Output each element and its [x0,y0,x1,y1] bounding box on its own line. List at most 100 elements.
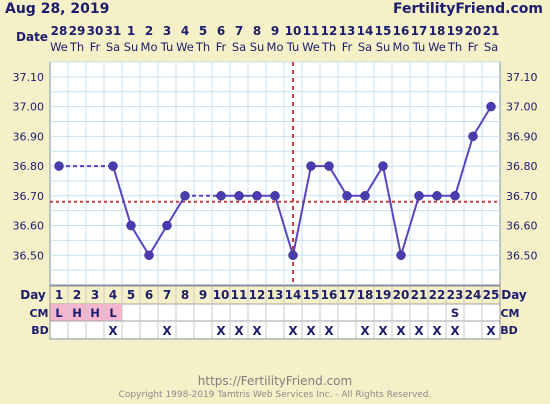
date-label: 18 [429,24,446,38]
temp-point [252,191,262,201]
weekday-label: Th [447,40,462,54]
bd-mark: X [324,324,334,338]
date-label: 13 [339,24,356,38]
temp-line [130,225,150,256]
cycle-day-label: 24 [465,288,482,302]
footer-copyright: Copyright 1998-2019 Tamtris Web Services… [118,390,432,400]
weekday-label: Mo [267,40,284,54]
date-label: 28 [51,24,68,38]
row-label-day-right: Day [501,288,527,302]
cycle-day-label: 11 [231,288,248,302]
chart-date: Aug 28, 2019 [5,1,110,17]
y-tick-right: 36.50 [506,249,538,262]
y-tick-left: 36.60 [13,220,45,233]
weekday-label: We [302,40,320,54]
temp-line [274,195,294,256]
cm-mark: H [72,306,82,320]
cycle-day-label: 21 [411,288,428,302]
date-label: 17 [411,24,428,38]
weekday-label: We [428,40,446,54]
weekday-label: Sa [106,40,120,54]
y-tick-left: 36.80 [13,160,45,173]
temp-point [432,191,442,201]
weekday-label: Th [321,40,336,54]
weekday-label: Sa [358,40,372,54]
bd-mark: X [234,324,244,338]
bd-mark: X [450,324,460,338]
cycle-day-label: 15 [303,288,320,302]
date-label: 1 [127,24,135,38]
temp-line [148,225,168,256]
row-label-day: Day [20,288,46,302]
bd-mark: X [396,324,406,338]
bd-mark: X [288,324,298,338]
temp-point [288,250,298,261]
cycle-day-label: 4 [109,288,117,302]
y-tick-right: 37.00 [506,101,538,114]
y-tick-right: 36.70 [506,190,538,203]
table-border [49,285,501,340]
y-tick-right: 37.10 [506,71,538,84]
menses-cell [50,304,68,321]
temp-point [396,250,406,261]
weekday-label: We [50,40,68,54]
cycle-day-label: 17 [339,288,356,302]
weekday-label: Fr [216,40,227,54]
brand-link[interactable]: FertilityFriend.com [393,1,543,17]
cycle-day-label: 2 [73,288,81,302]
bd-mark: X [432,324,442,338]
temp-line [364,165,384,197]
y-tick-right: 36.80 [506,160,538,173]
y-tick-left: 36.90 [13,130,45,143]
temp-line [112,165,132,226]
date-label: 20 [465,24,482,38]
row-label-cm: CM [29,307,48,320]
row-label-cm-right: CM [500,307,519,320]
y-tick-right: 36.90 [506,130,538,143]
cm-mark: S [451,306,459,320]
cycle-day-label: 16 [321,288,338,302]
temp-point [378,161,388,171]
date-label: 16 [393,24,410,38]
date-label: 12 [321,24,338,38]
row-label-date: Date [16,30,48,44]
bd-mark: X [306,324,316,338]
date-label: 11 [303,24,320,38]
y-tick-right: 36.60 [506,220,538,233]
bd-mark: X [162,324,172,338]
temp-point [360,191,370,201]
date-label: 2 [145,24,153,38]
cycle-day-label: 13 [267,288,284,302]
date-label: 7 [235,24,243,38]
cycle-day-label: 9 [199,288,207,302]
weekday-label: Su [124,40,139,54]
date-label: 14 [357,24,374,38]
cm-mark: H [90,306,100,320]
cycle-day-label: 6 [145,288,153,302]
cycle-day-label: 22 [429,288,446,302]
weekday-label: Tu [286,40,300,54]
date-label: 31 [105,24,122,38]
row-label-bd-right: BD [500,324,518,337]
cycle-day-label: 8 [181,288,189,302]
temp-line [454,136,474,197]
temp-line [328,165,348,197]
cycle-day-label: 25 [483,288,500,302]
weekday-label: Su [250,40,265,54]
temp-point [216,191,226,201]
temp-point [234,191,244,201]
cycle-day-label: 10 [213,288,230,302]
weekday-label: Th [195,40,210,54]
footer-url[interactable]: https://FertilityFriend.com [197,374,353,388]
date-label: 4 [181,24,189,38]
weekday-label: Th [69,40,84,54]
y-tick-left: 37.00 [13,101,45,114]
temp-point [126,220,136,231]
temp-line [166,195,186,227]
weekday-label: Fr [90,40,101,54]
date-label: 29 [69,24,86,38]
date-label: 30 [87,24,104,38]
temp-point [342,191,352,201]
plot-area [49,61,501,286]
